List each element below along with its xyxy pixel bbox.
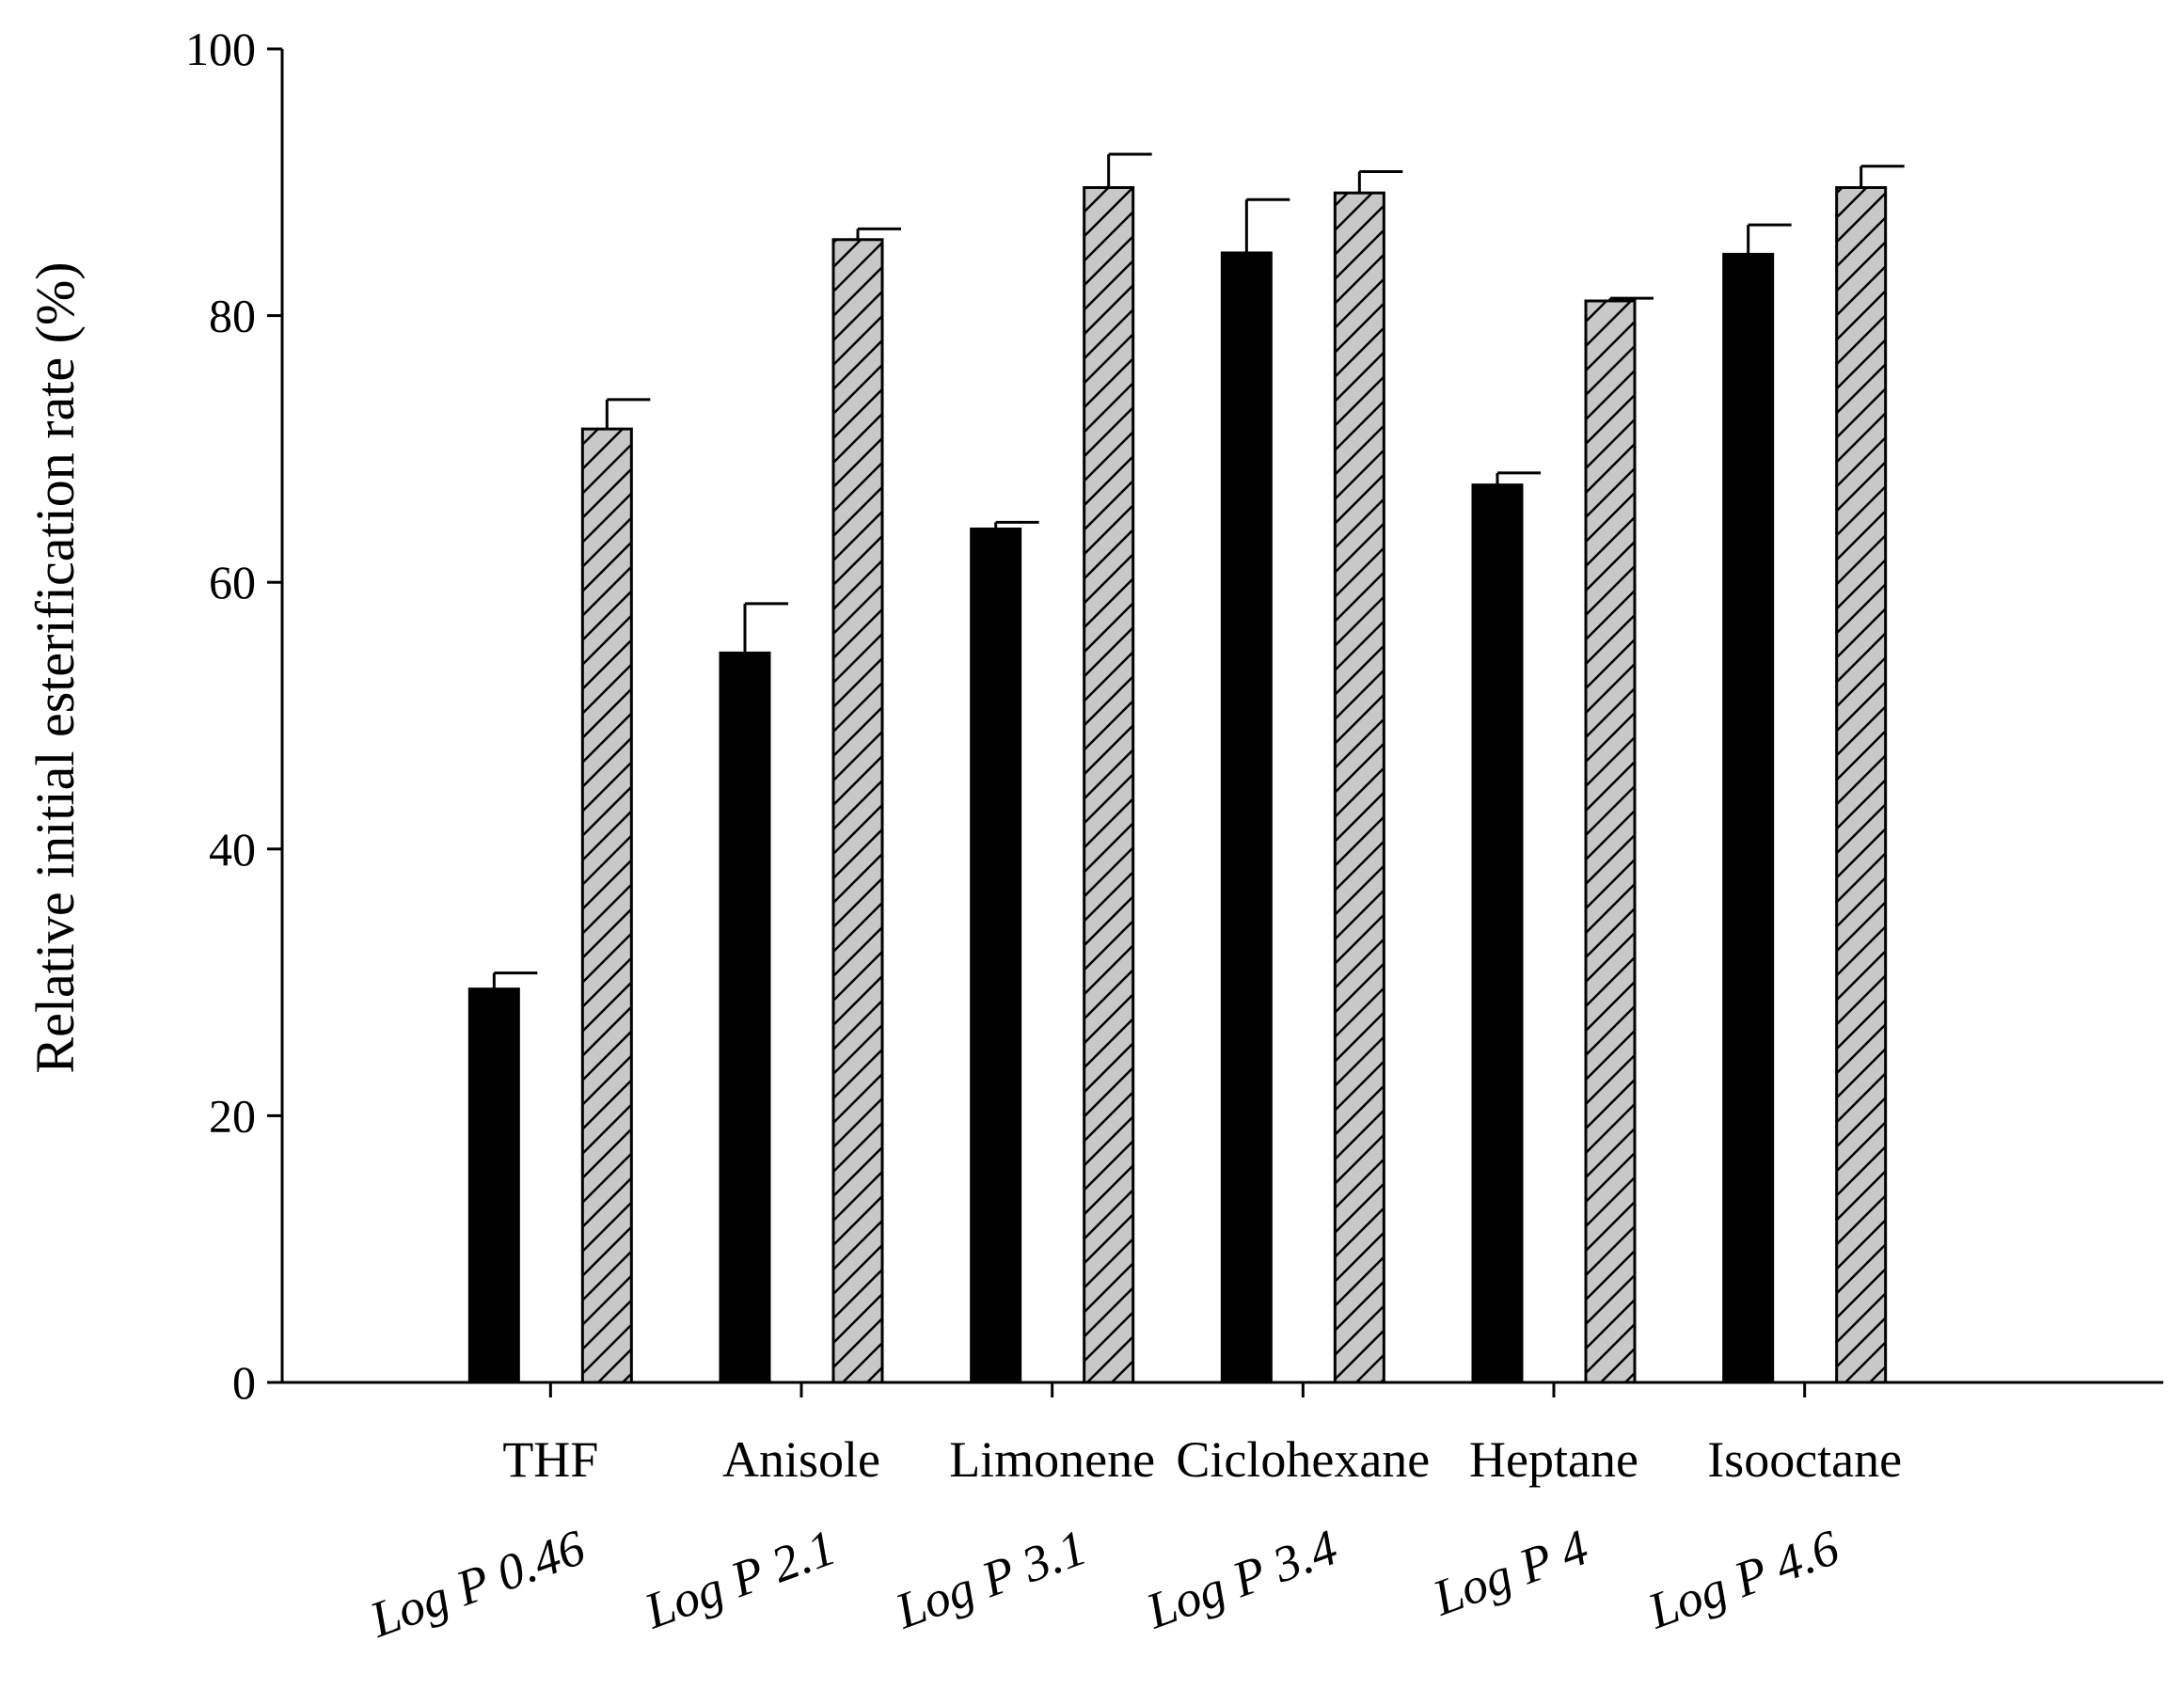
logp-label: Log P 4.6	[1639, 1519, 1845, 1640]
bar-anisole-s1	[719, 651, 771, 1384]
y-tick-label: 0	[232, 1356, 256, 1409]
logp-label: Log P 3.4	[1138, 1519, 1344, 1640]
logp-label: Log P 2.1	[637, 1519, 843, 1640]
bar-heptane-s2	[1584, 299, 1637, 1384]
category-label: Anisole	[722, 1431, 880, 1488]
bar-limonene-s1	[970, 527, 1022, 1384]
category-label: Limonene	[949, 1431, 1155, 1488]
category-label: THF	[502, 1431, 598, 1488]
x-axis	[282, 1381, 2163, 1397]
logp-label: Log P 0.46	[362, 1519, 593, 1649]
category-label: Ciclohexane	[1176, 1431, 1430, 1488]
bar-ciclohexane-s1	[1220, 251, 1273, 1384]
y-tick-label: 80	[209, 290, 256, 342]
y-tick-label: 40	[209, 823, 256, 876]
category-labels: THF Log P 0.46 Anisole Log P 2.1 Limonene Log…	[362, 1431, 1902, 1649]
y-tick-label: 100	[185, 23, 256, 75]
bar-ciclohexane-s2	[1333, 191, 1385, 1384]
bars	[467, 152, 1905, 1384]
bar-heptane-s1	[1471, 483, 1524, 1384]
category-label: Heptane	[1469, 1431, 1638, 1488]
bar-isooctane-s1	[1722, 252, 1775, 1384]
y-axis-title: Relative initial esterification rate (%)	[24, 261, 86, 1073]
category-label: Isooctane	[1707, 1431, 1902, 1488]
logp-label: Log P 4	[1425, 1519, 1595, 1627]
y-tick-label: 20	[209, 1089, 256, 1142]
bar-thf-s2	[580, 427, 633, 1384]
bar-anisole-s2	[831, 238, 884, 1384]
logp-label: Log P 3.1	[887, 1519, 1093, 1640]
bar-thf-s1	[467, 987, 520, 1384]
y-axis: 0 20 40 60 80 100	[185, 23, 284, 1409]
bar-isooctane-s2	[1835, 185, 1888, 1384]
y-tick-label: 60	[209, 556, 256, 608]
bar-limonene-s2	[1083, 185, 1135, 1384]
